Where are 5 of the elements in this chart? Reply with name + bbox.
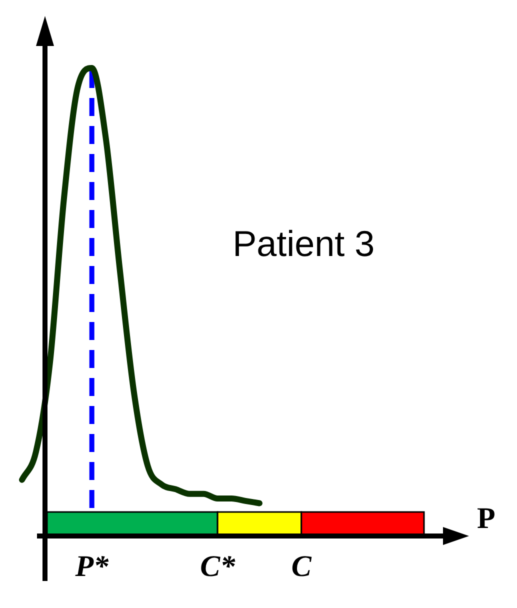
x-tick-label: P* (74, 550, 110, 583)
x-tick-label: C (291, 550, 312, 583)
annotation: Patient 3 (232, 222, 375, 264)
x-tick-label: C* (200, 550, 236, 583)
x-axis-title: P (477, 502, 496, 535)
